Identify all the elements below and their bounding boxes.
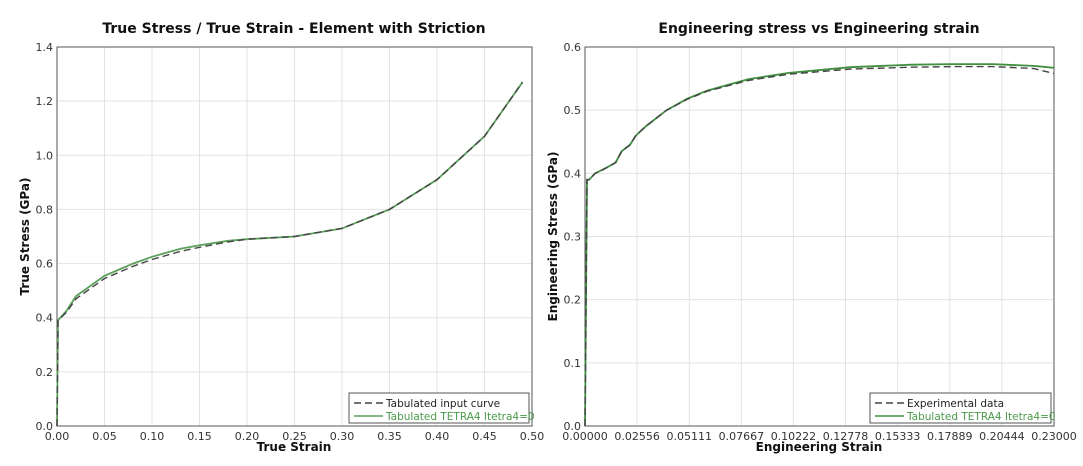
chart-title: Engineering stress vs Engineering strain <box>658 21 979 37</box>
x-tick-label: 0.10 <box>140 430 165 443</box>
x-tick-label: 0.12778 <box>823 430 869 443</box>
legend-label: Experimental data <box>907 398 1004 410</box>
x-tick-label: 0.20 <box>235 430 260 443</box>
x-tick-label: 0.15 <box>187 430 212 443</box>
x-tick-label: 0.05 <box>92 430 117 443</box>
x-axis-label: True Strain <box>257 440 332 454</box>
legend-label: Tabulated TETRA4 Itetra4=0 <box>906 411 1056 423</box>
x-tick-label: 0.00000 <box>562 430 608 443</box>
y-tick-label: 0.1 <box>564 357 582 370</box>
x-tick-label: 0.23000 <box>1031 430 1077 443</box>
x-tick-label: 0.05111 <box>666 430 712 443</box>
y-tick-label: 0.2 <box>36 366 54 379</box>
legend-label: Tabulated input curve <box>385 398 500 410</box>
y-tick-label: 0.6 <box>564 41 582 54</box>
y-tick-label: 0.6 <box>36 258 54 271</box>
x-tick-label: 0.15333 <box>875 430 921 443</box>
chart-title: True Stress / True Strain - Element with… <box>102 21 485 37</box>
y-tick-label: 0.5 <box>564 104 582 117</box>
series-line <box>584 63 1055 427</box>
x-axis-label: Engineering Strain <box>756 440 883 454</box>
series-line <box>584 65 1055 427</box>
y-tick-label: 0.0 <box>564 420 582 433</box>
x-tick-label: 0.30 <box>330 430 355 443</box>
x-tick-label: 0.02556 <box>614 430 660 443</box>
y-axis-label: Engineering Stress (GPa) <box>546 152 560 322</box>
y-tick-label: 0.4 <box>564 167 582 180</box>
x-tick-label: 0.25 <box>282 430 307 443</box>
plot-frame <box>584 46 1055 427</box>
x-tick-label: 0.45 <box>472 430 497 443</box>
y-tick-label: 0.0 <box>36 420 54 433</box>
plot-frame <box>56 46 533 427</box>
series-line <box>56 81 524 427</box>
legend-box <box>348 392 530 424</box>
chart-1: 0.00 0.05 0.10 0.15 0.20 0.25 0.30 0.35 0.40 0.45… <box>18 21 544 454</box>
x-tick-label: 0.50 <box>520 430 545 443</box>
x-tick-label: 0.35 <box>377 430 402 443</box>
x-tick-label: 0.00 <box>45 430 70 443</box>
chart-2: 0.00000 0.02556 0.05111 0.07667 0.10222 0.127… <box>546 21 1077 454</box>
y-tick-label: 0.2 <box>564 294 582 307</box>
y-tick-label: 0.8 <box>36 203 54 216</box>
y-tick-label: 1.0 <box>36 149 54 162</box>
x-tick-label: 0.20444 <box>979 430 1025 443</box>
y-tick-label: 0.3 <box>564 231 582 244</box>
y-tick-label: 0.4 <box>36 312 54 325</box>
y-axis-label: True Stress (GPa) <box>18 178 32 296</box>
legend-label: Tabulated TETRA4 Itetra4=0 <box>385 411 535 423</box>
series-line <box>56 81 524 427</box>
x-tick-label: 0.10222 <box>771 430 817 443</box>
y-tick-label: 1.4 <box>36 41 54 54</box>
y-tick-label: 1.2 <box>36 95 54 108</box>
x-tick-label: 0.17889 <box>927 430 973 443</box>
x-tick-label: 0.40 <box>425 430 450 443</box>
x-tick-label: 0.07667 <box>719 430 765 443</box>
legend-box <box>869 392 1052 424</box>
